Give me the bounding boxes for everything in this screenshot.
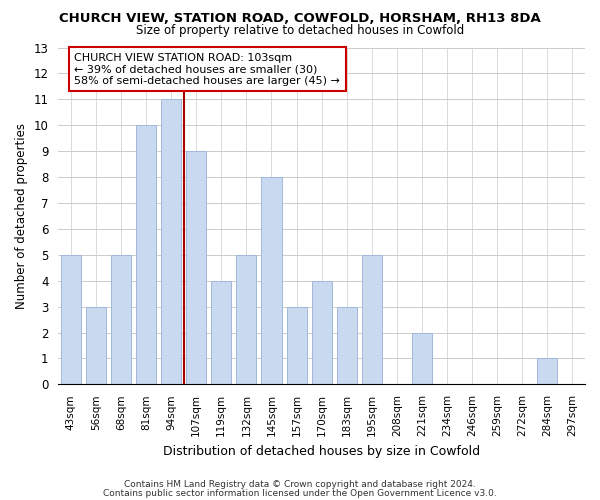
Bar (161, 100, 181, 385)
Bar (538, 358, 557, 384)
Bar (186, 151, 206, 384)
Bar (362, 255, 382, 384)
Text: CHURCH VIEW, STATION ROAD, COWFOLD, HORSHAM, RH13 8DA: CHURCH VIEW, STATION ROAD, COWFOLD, HORS… (59, 12, 541, 26)
X-axis label: Distribution of detached houses by size in Cowfold: Distribution of detached houses by size … (163, 444, 480, 458)
Bar (262, 177, 281, 384)
Bar (337, 306, 357, 384)
Bar (412, 332, 432, 384)
Y-axis label: Number of detached properties: Number of detached properties (15, 123, 28, 309)
Bar (136, 125, 156, 384)
Text: CHURCH VIEW STATION ROAD: 103sqm
← 39% of detached houses are smaller (30)
58% o: CHURCH VIEW STATION ROAD: 103sqm ← 39% o… (74, 52, 340, 86)
Bar (61, 255, 81, 384)
Bar (287, 306, 307, 384)
Bar (211, 280, 232, 384)
Bar (311, 280, 332, 384)
Text: Contains HM Land Registry data © Crown copyright and database right 2024.: Contains HM Land Registry data © Crown c… (124, 480, 476, 489)
Bar (86, 306, 106, 384)
Bar (236, 255, 256, 384)
Text: Contains public sector information licensed under the Open Government Licence v3: Contains public sector information licen… (103, 488, 497, 498)
Bar (111, 255, 131, 384)
Text: Size of property relative to detached houses in Cowfold: Size of property relative to detached ho… (136, 24, 464, 37)
